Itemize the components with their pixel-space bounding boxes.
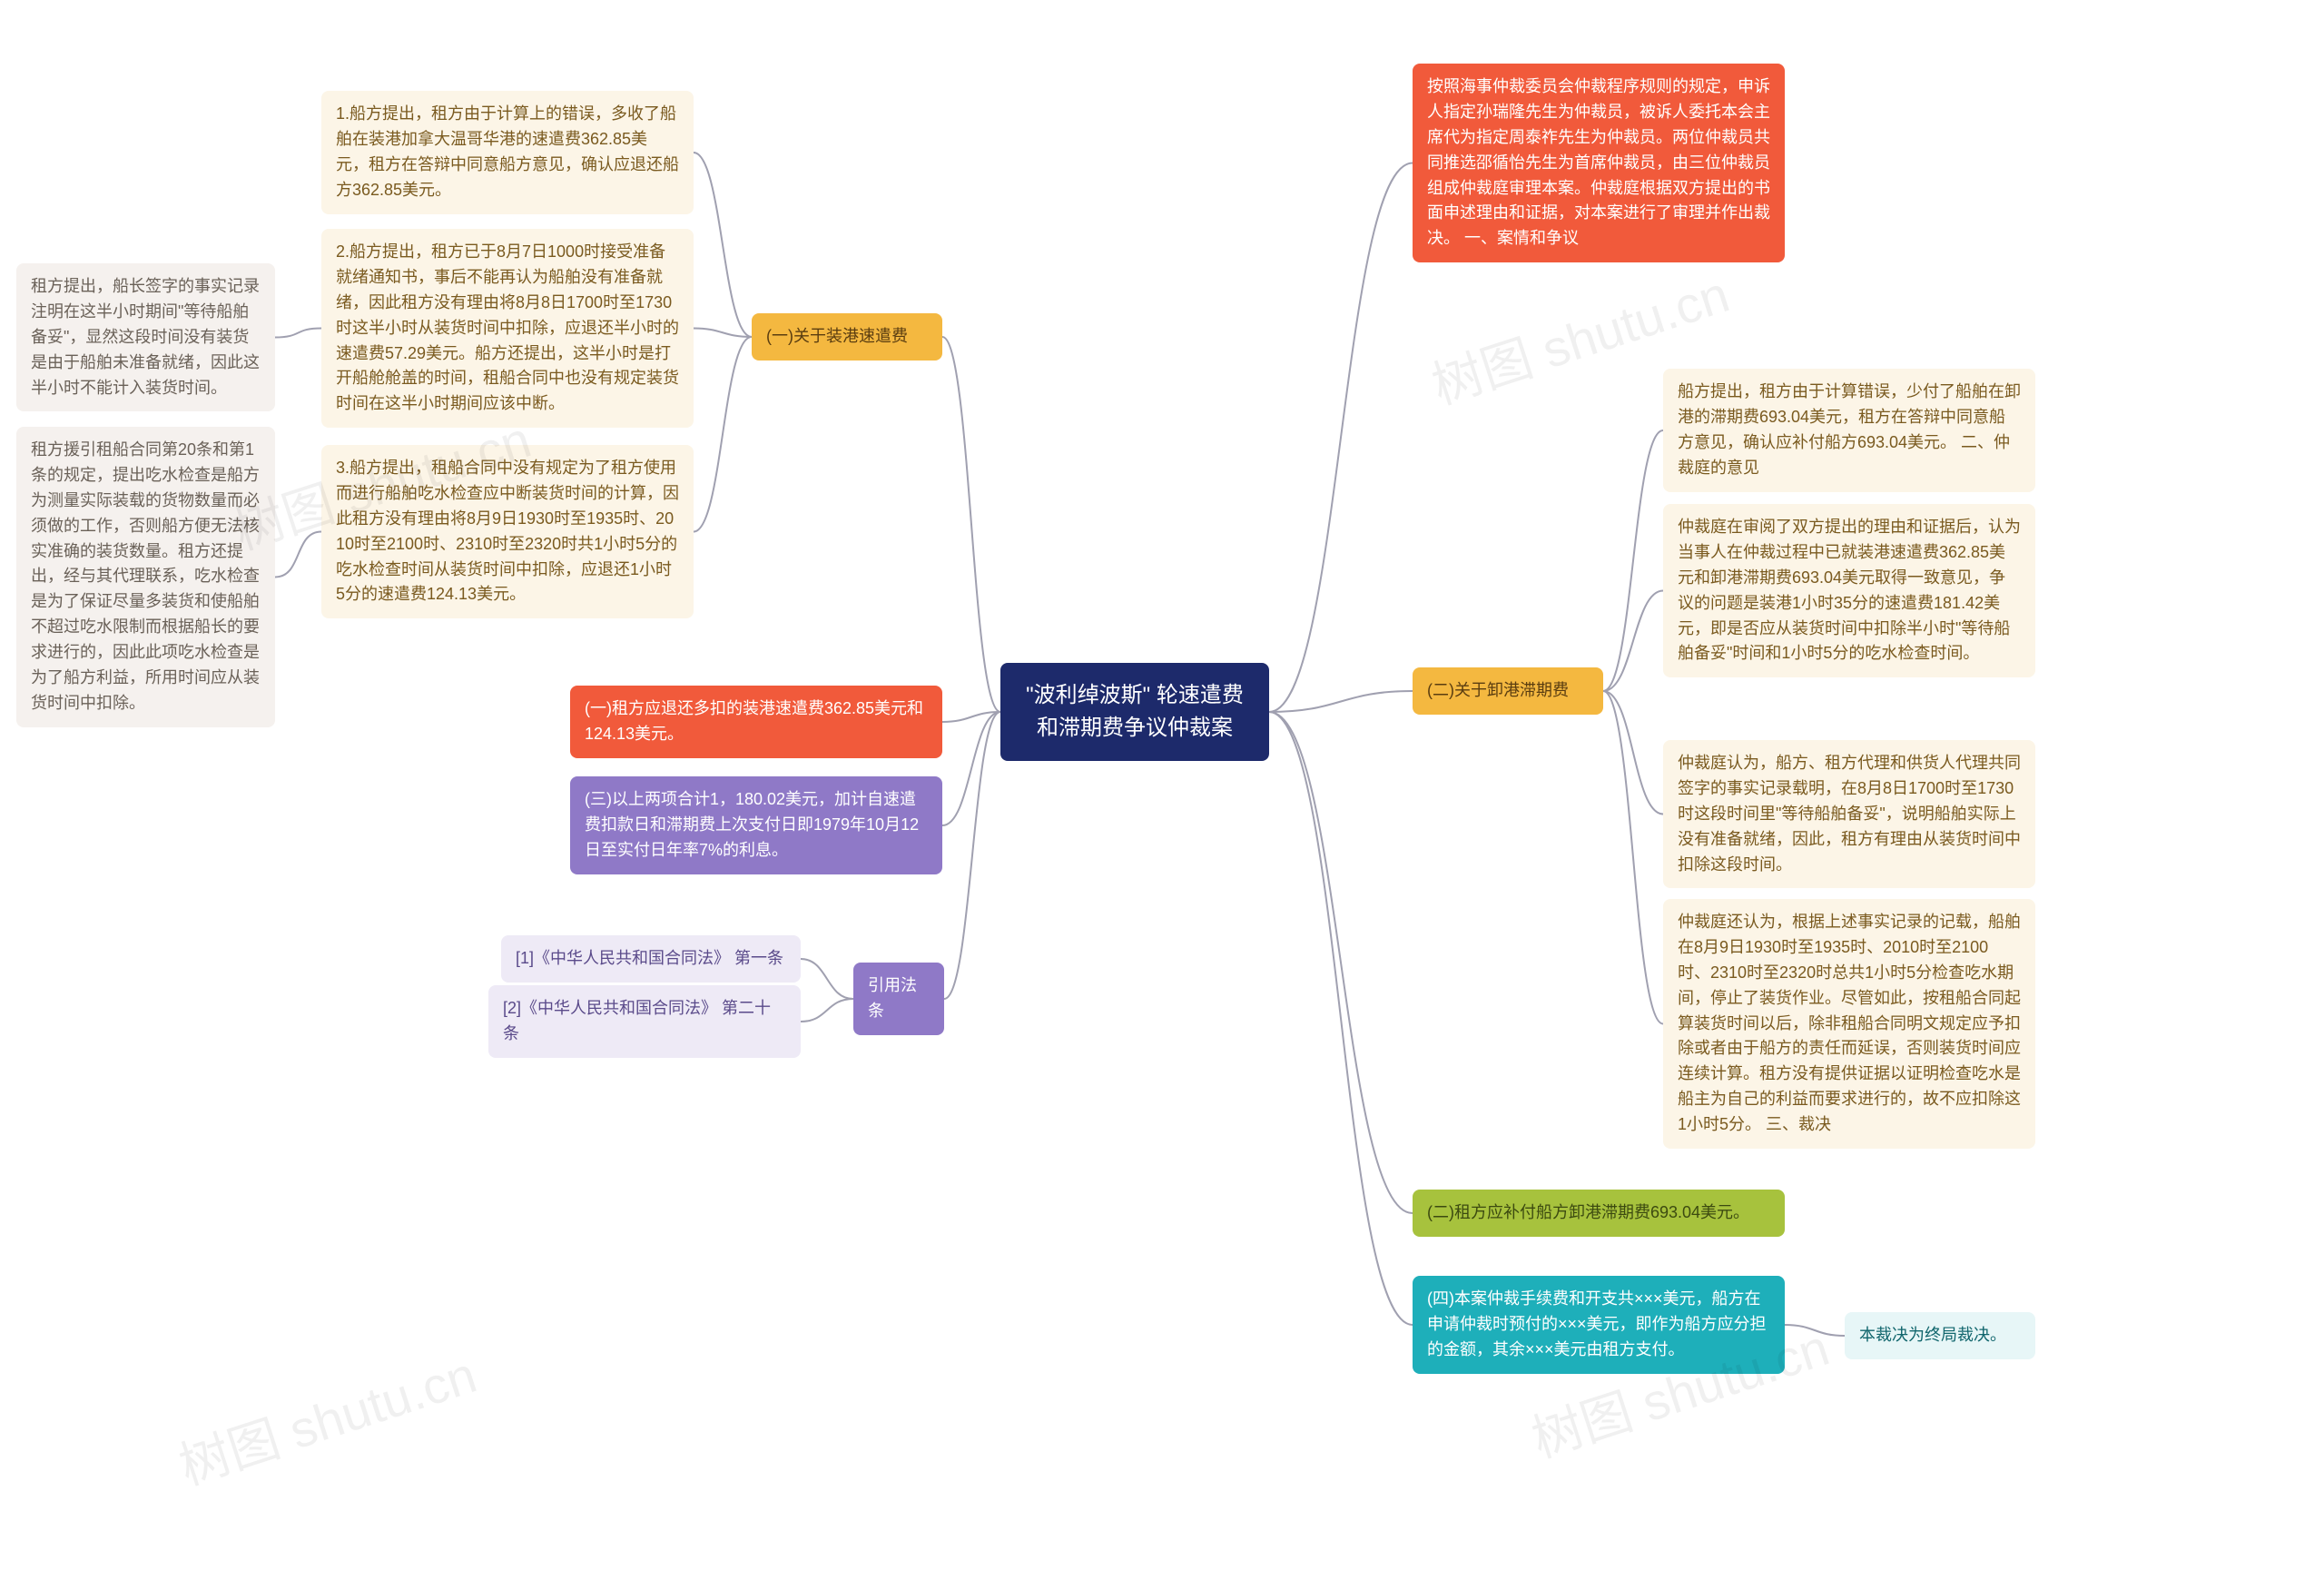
- node-text: 本裁决为终局裁决。: [1859, 1326, 2006, 1344]
- mindmap-node-l1b[interactable]: 2.船方提出，租方已于8月7日1000时接受准备就绪通知书，事后不能再认为船舶没…: [321, 229, 694, 428]
- mindmap-node-r2[interactable]: (二)关于卸港滞期费: [1413, 667, 1603, 715]
- connector: [275, 329, 321, 338]
- mindmap-node-r3[interactable]: (二)租方应补付船方卸港滞期费693.04美元。: [1413, 1190, 1785, 1237]
- mindmap-node-l1c[interactable]: 3.船方提出，租船合同中没有规定为了租方使用而进行船舶吃水检查应中断装货时间的计…: [321, 445, 694, 618]
- mindmap-node-l1b1[interactable]: 租方提出，船长签字的事实记录注明在这半小时期间"等待船舶备妥"，显然这段时间没有…: [16, 263, 275, 411]
- mindmap-node-l3[interactable]: (三)以上两项合计1，180.02美元，加计自速遣费扣款日和滞期费上次支付日即1…: [570, 776, 942, 874]
- node-text: (四)本案仲裁手续费和开支共×××美元，船方在申请仲裁时预付的×××美元，即作为…: [1427, 1289, 1767, 1358]
- mindmap-node-r2b[interactable]: 仲裁庭在审阅了双方提出的理由和证据后，认为当事人在仲裁过程中已就装港速遣费362…: [1663, 504, 2035, 677]
- mindmap-node-l4[interactable]: 引用法条: [853, 963, 944, 1035]
- connector: [1269, 712, 1413, 1213]
- connector: [275, 532, 321, 578]
- connector: [1785, 1325, 1845, 1336]
- watermark: 树图 shutu.cn: [169, 1335, 485, 1500]
- connector: [1269, 691, 1413, 712]
- mindmap-node-r2d[interactable]: 仲裁庭还认为，根据上述事实记录的记载，船舶在8月9日1930时至1935时、20…: [1663, 899, 2035, 1149]
- node-text: (二)关于卸港滞期费: [1427, 681, 1569, 699]
- connector: [801, 959, 853, 999]
- connector: [1603, 591, 1663, 692]
- connector: [1269, 712, 1413, 1325]
- connector: [694, 153, 752, 337]
- mindmap-node-l2[interactable]: (一)租方应退还多扣的装港速遣费362.85美元和124.13美元。: [570, 686, 942, 758]
- connector: [1603, 691, 1663, 1024]
- connector: [944, 712, 1000, 999]
- node-text: (二)租方应补付船方卸港滞期费693.04美元。: [1427, 1203, 1749, 1221]
- mindmap-node-l4a[interactable]: [1]《中华人民共和国合同法》 第一条: [501, 935, 801, 983]
- node-text: 2.船方提出，租方已于8月7日1000时接受准备就绪通知书，事后不能再认为船舶没…: [336, 242, 679, 412]
- connector: [942, 712, 1000, 722]
- node-text: (一)租方应退还多扣的装港速遣费362.85美元和124.13美元。: [585, 699, 923, 743]
- mindmap-node-r1[interactable]: 按照海事仲裁委员会仲裁程序规则的规定，申诉人指定孙瑞隆先生为仲裁员，被诉人委托本…: [1413, 64, 1785, 262]
- node-text: 引用法条: [868, 976, 917, 1020]
- connector: [942, 712, 1000, 825]
- connector: [801, 999, 853, 1022]
- node-text: 按照海事仲裁委员会仲裁程序规则的规定，申诉人指定孙瑞隆先生为仲裁员，被诉人委托本…: [1427, 77, 1770, 247]
- node-text: 租方提出，船长签字的事实记录注明在这半小时期间"等待船舶备妥"，显然这段时间没有…: [31, 277, 260, 397]
- mindmap-node-l1[interactable]: (一)关于装港速遣费: [752, 313, 942, 360]
- mindmap-node-r4[interactable]: (四)本案仲裁手续费和开支共×××美元，船方在申请仲裁时预付的×××美元，即作为…: [1413, 1276, 1785, 1374]
- node-text: "波利绰波斯" 轮速遣费和滞期费争议仲裁案: [1026, 683, 1244, 740]
- mindmap-node-r4a[interactable]: 本裁决为终局裁决。: [1845, 1312, 2035, 1359]
- mindmap-node-l4b[interactable]: [2]《中华人民共和国合同法》 第二十条: [488, 985, 801, 1058]
- node-text: 仲裁庭还认为，根据上述事实记录的记载，船舶在8月9日1930时至1935时、20…: [1678, 913, 2021, 1133]
- mindmap-node-l1a[interactable]: 1.船方提出，租方由于计算上的错误，多收了船舶在装港加拿大温哥华港的速遣费362…: [321, 91, 694, 214]
- mindmap-node-root[interactable]: "波利绰波斯" 轮速遣费和滞期费争议仲裁案: [1000, 663, 1269, 761]
- node-text: 仲裁庭在审阅了双方提出的理由和证据后，认为当事人在仲裁过程中已就装港速遣费362…: [1678, 518, 2021, 662]
- node-text: 船方提出，租方由于计算错误，少付了船舶在卸港的滞期费693.04美元，租方在答辩…: [1678, 382, 2021, 477]
- node-text: (一)关于装港速遣费: [766, 327, 908, 345]
- connector: [1603, 430, 1663, 691]
- node-text: [1]《中华人民共和国合同法》 第一条: [516, 949, 783, 967]
- connector: [1269, 163, 1413, 713]
- mindmap-node-r2c[interactable]: 仲裁庭认为，船方、租方代理和供货人代理共同签字的事实记录载明，在8月8日1700…: [1663, 740, 2035, 888]
- mindmap-node-r2a[interactable]: 船方提出，租方由于计算错误，少付了船舶在卸港的滞期费693.04美元，租方在答辩…: [1663, 369, 2035, 492]
- node-text: 1.船方提出，租方由于计算上的错误，多收了船舶在装港加拿大温哥华港的速遣费362…: [336, 104, 679, 199]
- node-text: 租方援引租船合同第20条和第1条的规定，提出吃水检查是船方为测量实际装载的货物数…: [31, 440, 260, 712]
- connector: [942, 337, 1000, 712]
- mindmap-node-l1c1[interactable]: 租方援引租船合同第20条和第1条的规定，提出吃水检查是船方为测量实际装载的货物数…: [16, 427, 275, 727]
- node-text: 3.船方提出，租船合同中没有规定为了租方使用而进行船舶吃水检查应中断装货时间的计…: [336, 459, 679, 603]
- connector: [694, 329, 752, 338]
- connector: [1603, 691, 1663, 815]
- node-text: (三)以上两项合计1，180.02美元，加计自速遣费扣款日和滞期费上次支付日即1…: [585, 790, 919, 859]
- connector: [694, 337, 752, 532]
- node-text: 仲裁庭认为，船方、租方代理和供货人代理共同签字的事实记录载明，在8月8日1700…: [1678, 754, 2021, 874]
- node-text: [2]《中华人民共和国合同法》 第二十条: [503, 999, 771, 1042]
